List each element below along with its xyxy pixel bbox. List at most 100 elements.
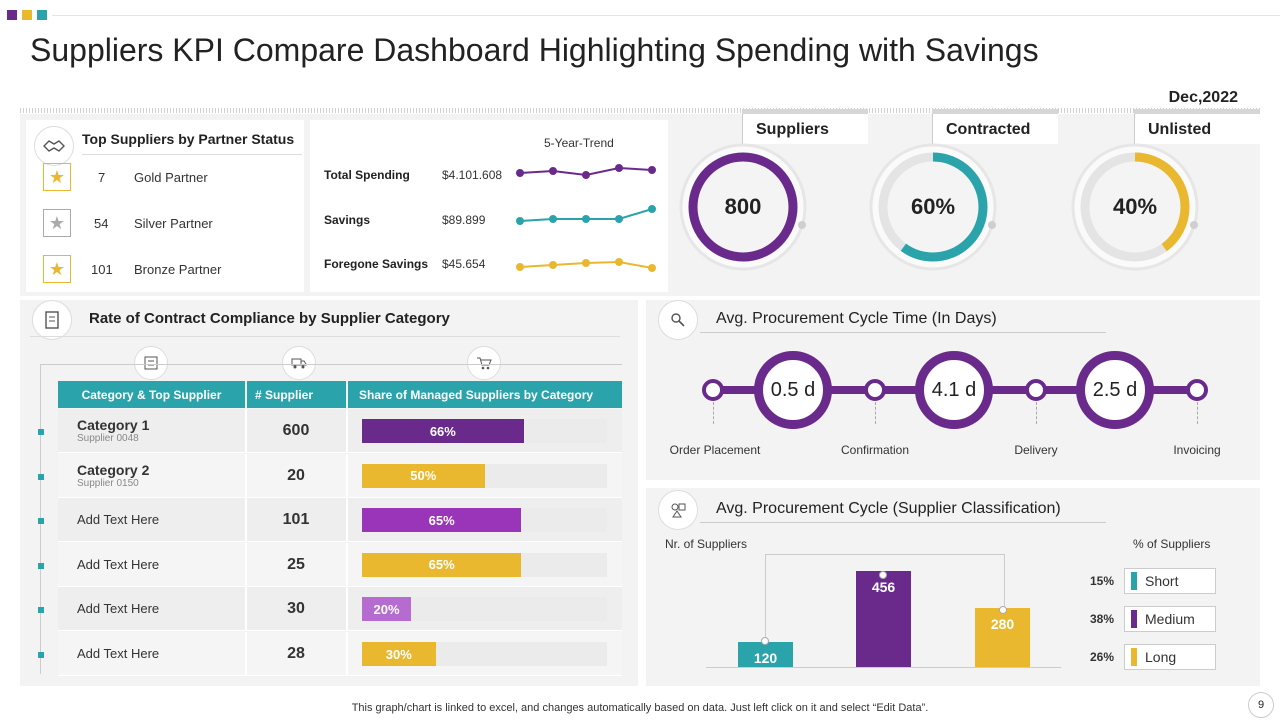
legend-item: Long: [1124, 644, 1216, 670]
row-separator: [346, 409, 348, 453]
trend-label: Total Spending: [324, 168, 410, 182]
bronze-star-icon: ★: [43, 255, 71, 283]
stage-node: [864, 379, 886, 401]
report-date: Dec,2022: [1168, 89, 1238, 106]
row-separator: [245, 587, 247, 632]
cycle-time-title: Avg. Procurement Cycle Time (In Days): [716, 310, 997, 327]
share-bar: 50%: [362, 463, 485, 488]
legend-marker: [1131, 648, 1137, 666]
trend-point: [582, 259, 590, 267]
accent-square-teal: [37, 10, 47, 20]
share-bar: 66%: [362, 419, 524, 443]
row-category: Add Text Here: [77, 646, 160, 661]
share-bar: 65%: [362, 552, 522, 577]
trend-label: Foregone Savings: [324, 257, 429, 271]
kpi-bar-contracted: [932, 109, 1058, 114]
kpi-tab-unlisted: [1134, 114, 1260, 144]
row-separator: [346, 587, 348, 632]
row-supplier-count: 25: [287, 555, 305, 573]
suppliers-ring: [679, 143, 807, 271]
class-percent: 15%: [1089, 574, 1114, 588]
truck-icon: [282, 346, 316, 380]
stage-node: [1025, 379, 1047, 401]
row-supplier-count: 28: [287, 645, 305, 662]
row-bullet: [38, 429, 44, 435]
share-bar: 20%: [362, 597, 411, 622]
row-bullet: [38, 652, 44, 658]
stage-connector: [1036, 402, 1037, 424]
kpi-value: 40%: [1112, 194, 1158, 219]
stage-node: [702, 379, 724, 401]
row-bullet: [38, 518, 44, 525]
trend-value: $45.654: [442, 257, 486, 271]
stage-label: Order Placement: [669, 443, 761, 457]
trend-point: [549, 261, 557, 269]
chart-leader-line: [765, 554, 766, 667]
trend-point: [648, 205, 656, 213]
class-bar: 120: [738, 641, 793, 667]
chart-node: [761, 637, 769, 645]
silver-star-icon: ★: [43, 209, 71, 237]
trend-card: 5-Year-Trend Total Spending $4.101.608 S…: [310, 120, 668, 292]
legend-marker: [1131, 610, 1137, 628]
table-header-category: Category & Top Supplier: [58, 381, 245, 408]
trend-point: [582, 215, 590, 223]
partner-count: 7: [98, 170, 106, 185]
trend-label: Savings: [324, 213, 371, 227]
row-separator: [245, 409, 247, 453]
unlisted-ring: [1071, 143, 1199, 271]
compliance-title-divider: [30, 336, 620, 337]
class-percent: 38%: [1089, 612, 1114, 626]
kpi-tab-suppliers: [742, 114, 868, 144]
partner-label: Gold Partner: [134, 170, 208, 185]
row-category: Add Text Here: [77, 512, 160, 528]
legend-label: Short: [1145, 573, 1179, 589]
trend-point: [615, 164, 623, 172]
chart-node: [879, 571, 887, 579]
kpi-tab-contracted: [932, 114, 1058, 144]
row-category: Add Text Here: [77, 556, 160, 572]
legend-label: Long: [1145, 649, 1177, 665]
stage-label: Confirmation: [840, 443, 910, 457]
kpi-bar-suppliers: [742, 109, 868, 114]
trend-point: [615, 258, 623, 266]
chart-leader-line: [765, 554, 1005, 555]
hatch-divider: [20, 108, 1260, 113]
kpi-label: Unlisted: [1148, 121, 1212, 138]
chart-leader-line: [1004, 554, 1005, 610]
row-separator: [245, 632, 247, 676]
trend-point: [582, 171, 590, 179]
stage-connector: [1197, 402, 1198, 424]
classification-divider: [700, 522, 1106, 523]
compliance-title: Rate of Contract Compliance by Supplier …: [89, 310, 450, 327]
stage-label: Delivery: [1014, 443, 1058, 457]
gold-star-icon: ★: [43, 163, 71, 191]
chart-baseline: [706, 667, 1061, 668]
row-separator: [245, 453, 247, 498]
right-axis-label: % of Suppliers: [1133, 537, 1211, 551]
trend-point: [516, 263, 524, 271]
row-supplier: Supplier 0150: [77, 477, 139, 489]
row-category: Add Text Here: [77, 601, 160, 617]
ring-dot: [798, 221, 806, 229]
handshake-icon: [34, 126, 74, 166]
left-axis-label: Nr. of Suppliers: [665, 537, 748, 551]
partner-label: Silver Partner: [134, 216, 213, 231]
class-bar: 280: [975, 608, 1030, 667]
partners-divider: [82, 154, 302, 155]
partners-title: Top Suppliers by Partner Status: [82, 131, 295, 147]
kpi-value: 800: [724, 194, 762, 219]
stage-label: Invoicing: [1173, 443, 1221, 457]
contract-icon: [32, 300, 72, 340]
kpi-label: Suppliers: [756, 121, 829, 138]
classification-title: Avg. Procurement Cycle (Supplier Classif…: [716, 500, 1061, 517]
accent-square-yellow: [22, 10, 32, 20]
row-separator: [245, 542, 247, 587]
table-header-supplier: # Supplier: [247, 381, 346, 408]
classification-icon: [658, 490, 698, 530]
row-bullet: [38, 562, 44, 569]
class-percent: 26%: [1089, 650, 1114, 664]
trend-point: [648, 264, 656, 272]
kpi-value: 60%: [910, 194, 956, 219]
legend-item: Medium: [1124, 606, 1216, 632]
